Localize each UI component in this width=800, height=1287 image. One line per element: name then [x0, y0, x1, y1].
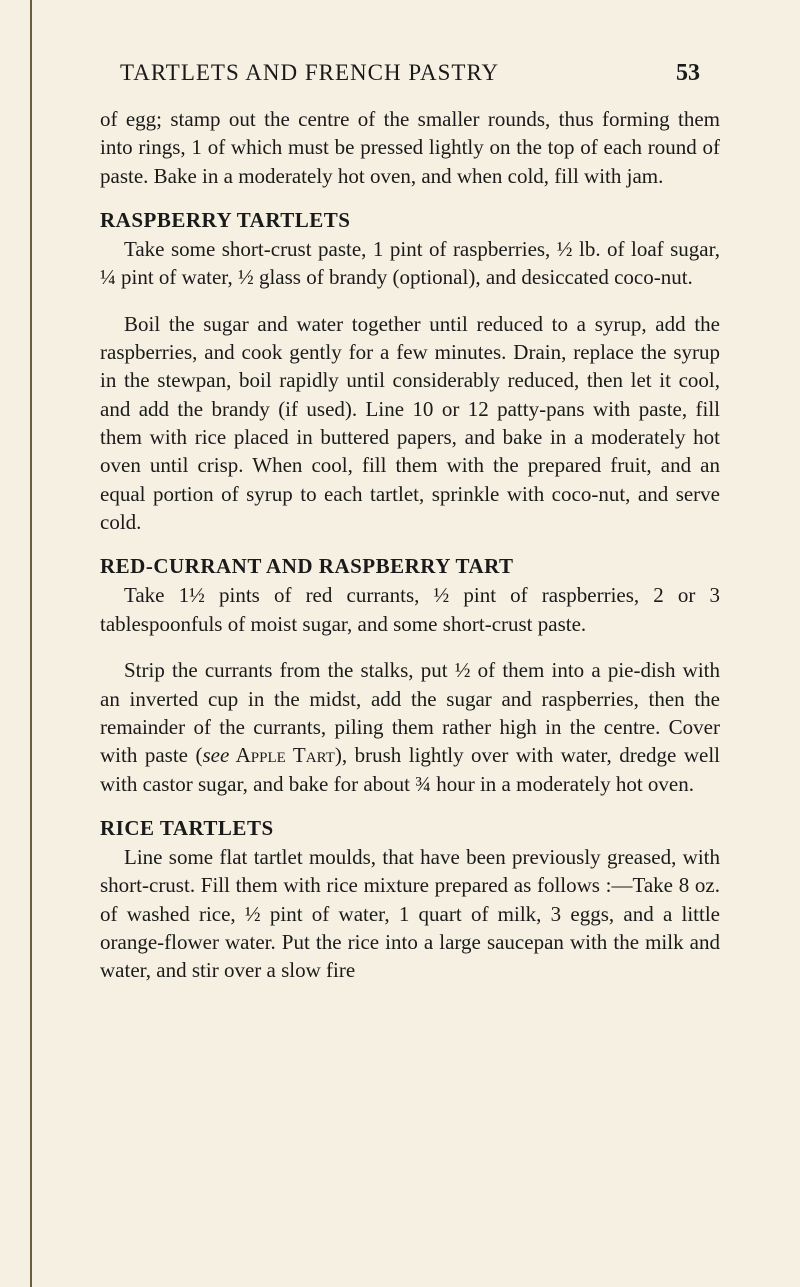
redcurrant-para2: Strip the currants from the stalks, put … — [100, 656, 720, 798]
page-header: TARTLETS AND FRENCH PASTRY 53 — [100, 60, 720, 87]
raspberry-para2: Boil the sugar and water together until … — [100, 310, 720, 537]
section-title-rice: RICE TARTLETS — [100, 816, 720, 841]
raspberry-para1: Take some short-crust paste, 1 pint of r… — [100, 235, 720, 292]
section-title-redcurrant: RED-CURRANT AND RASPBERRY TART — [100, 554, 720, 579]
rice-para1: Line some flat tartlet moulds, that have… — [100, 843, 720, 985]
page-number: 53 — [676, 60, 700, 87]
redcurrant-para1: Take 1½ pints of red currants, ½ pint of… — [100, 581, 720, 638]
header-title: TARTLETS AND FRENCH PASTRY — [120, 60, 499, 86]
section-title-raspberry: RASPBERRY TARTLETS — [100, 208, 720, 233]
see-reference: see — [202, 743, 229, 767]
intro-paragraph: of egg; stamp out the centre of the smal… — [100, 105, 720, 190]
apple-tart-ref: Apple Tart — [229, 743, 335, 767]
